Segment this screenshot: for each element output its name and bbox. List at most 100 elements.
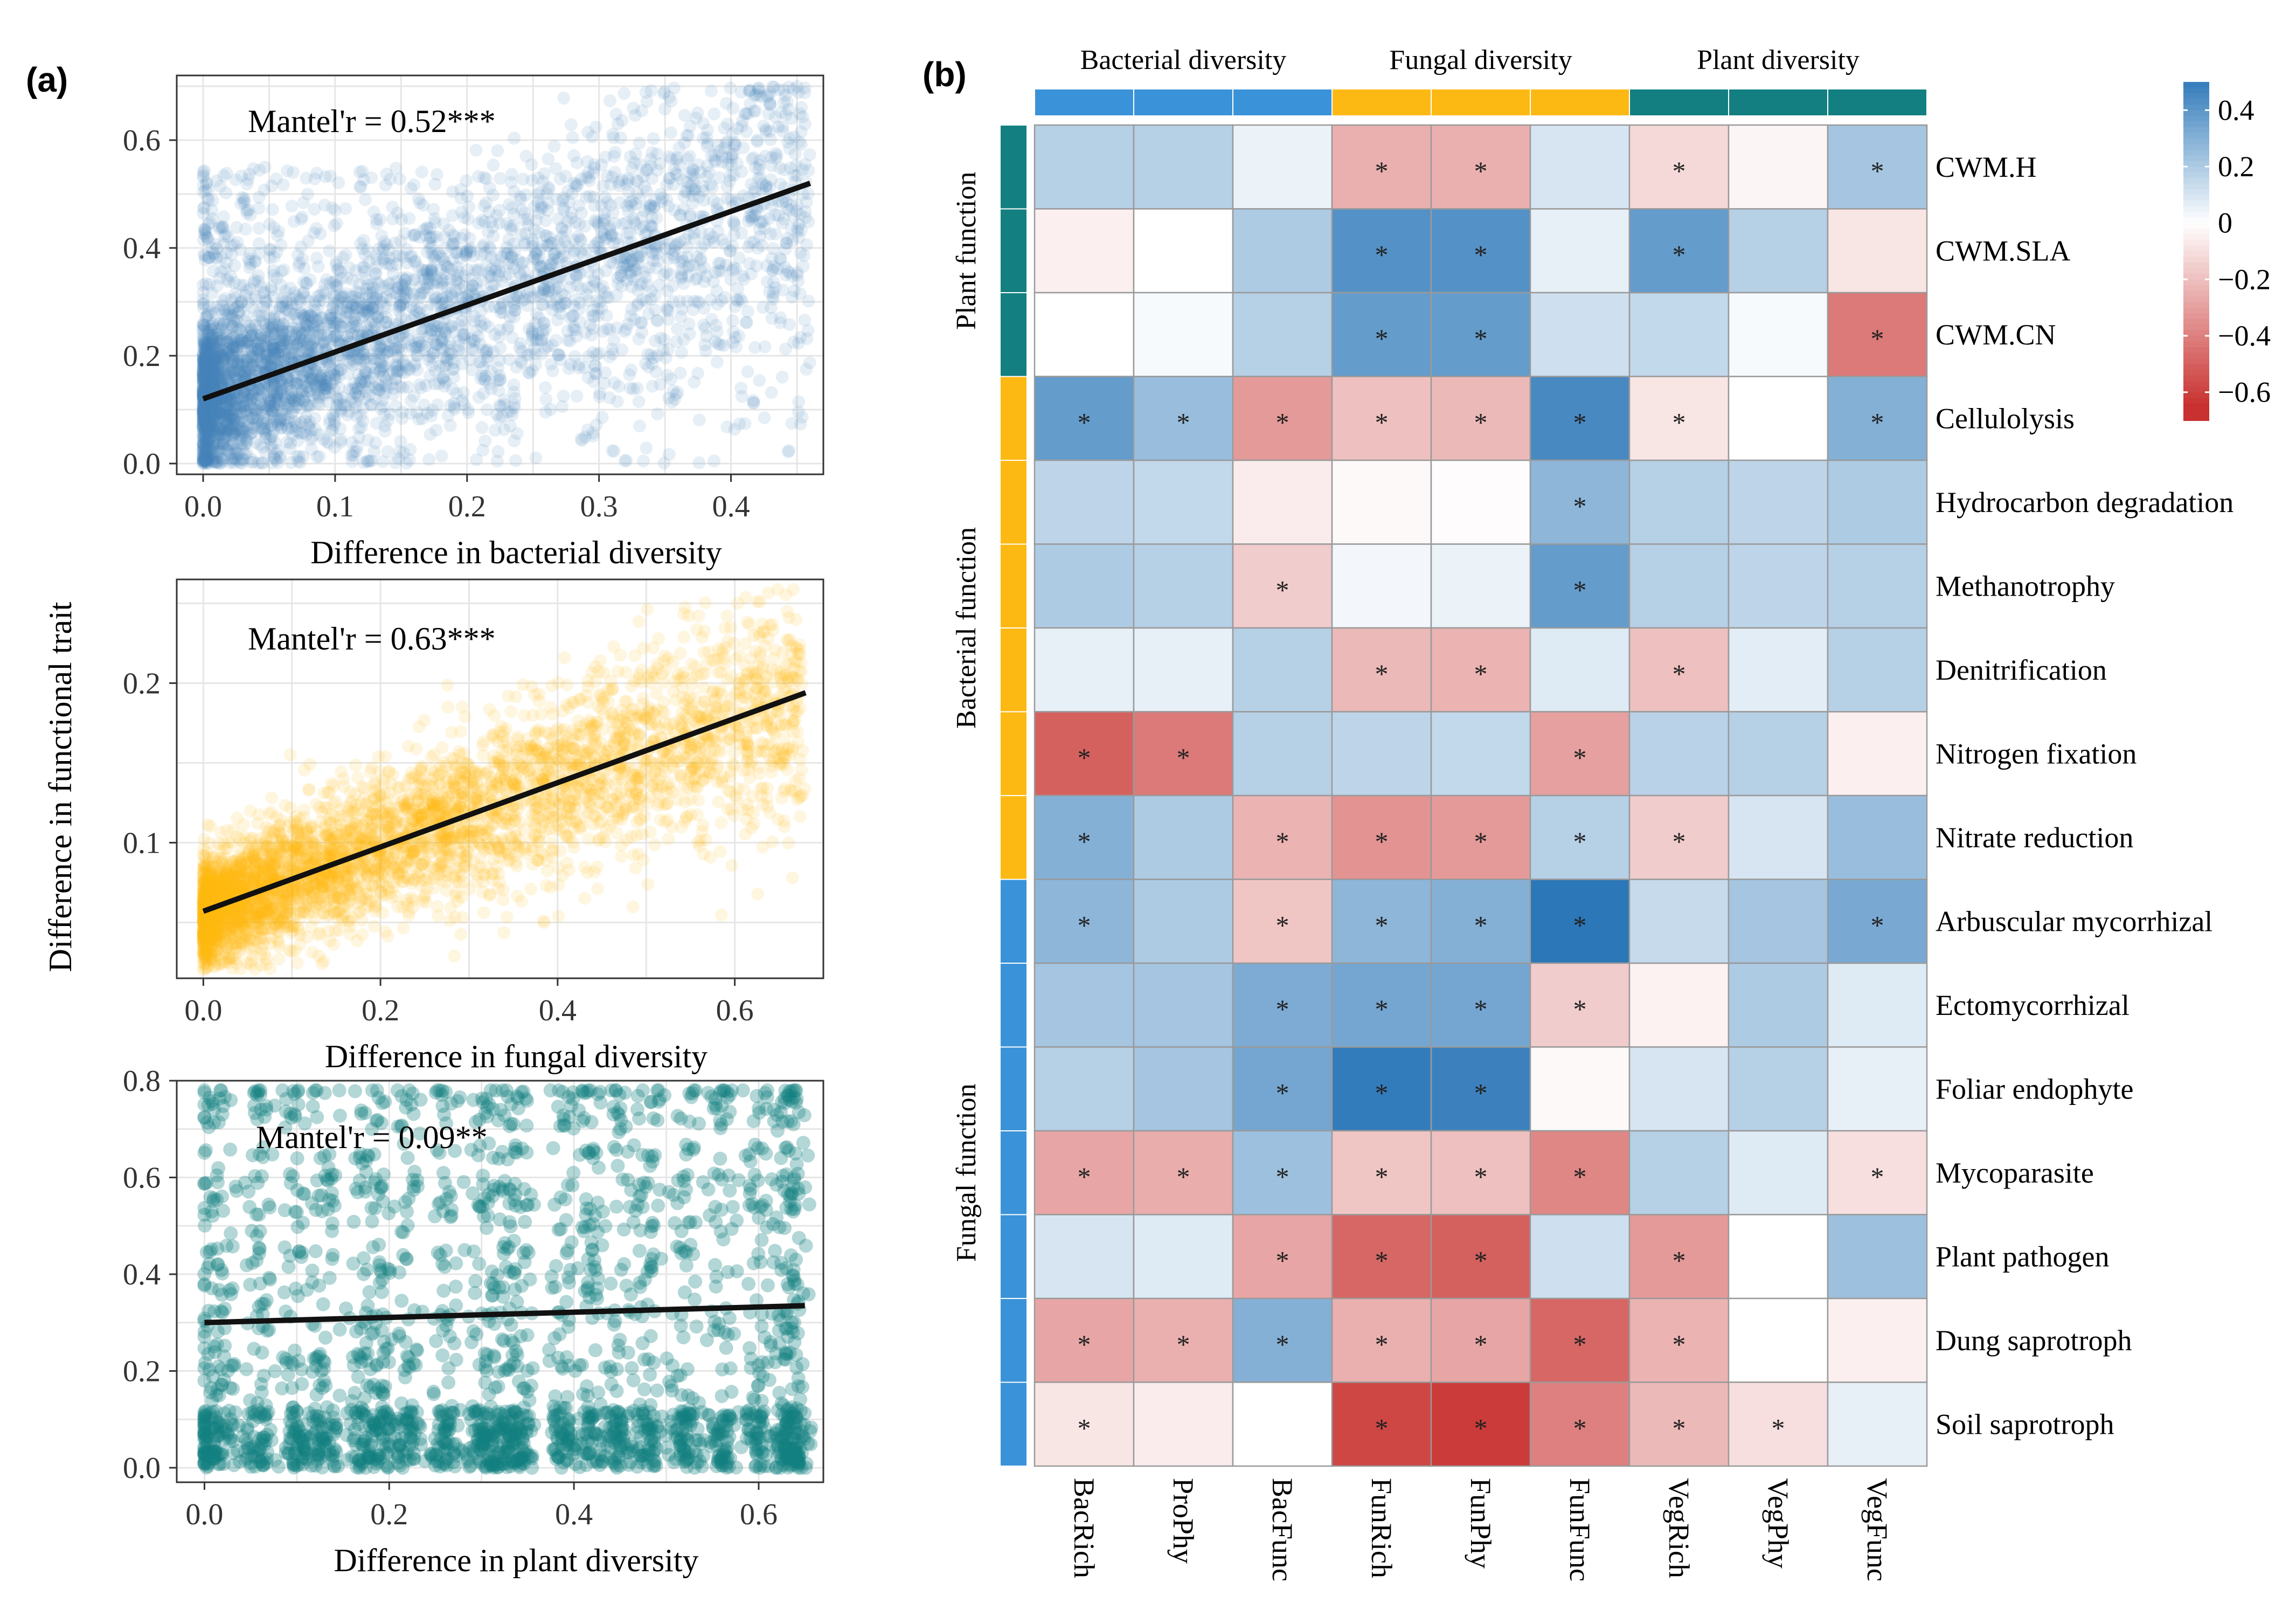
data-point [341,295,355,309]
data-point [202,325,216,338]
data-point [777,83,790,96]
data-point [407,389,421,403]
data-point [328,441,342,454]
data-point [287,215,301,229]
data-point [380,301,393,315]
data-point [361,455,374,468]
data-point [251,403,265,416]
data-point [350,445,363,458]
data-point [297,196,310,209]
data-point [790,266,804,279]
data-point [504,176,518,189]
data-point [376,342,389,356]
mantel-annotation: Mantel'r = 0.52*** [248,103,496,139]
data-point [779,243,792,256]
data-point [739,316,753,329]
data-point [248,342,261,355]
data-point [418,340,432,353]
data-point [581,155,594,168]
data-point [514,193,528,206]
data-point [220,328,233,342]
data-point [233,401,246,414]
data-point [334,436,348,449]
data-point [239,404,252,417]
data-point [211,413,224,426]
data-point [292,455,305,468]
data-point [237,364,251,378]
data-point [325,333,339,346]
data-point [227,407,241,420]
data-point [210,375,223,388]
data-point [204,371,217,384]
data-point [718,237,732,251]
data-point [426,261,439,275]
data-point [275,325,289,338]
data-point [327,363,341,377]
data-point [384,407,397,420]
data-point [671,386,684,399]
data-point [747,396,760,410]
data-point [524,291,537,304]
data-point [647,132,660,146]
data-point [410,305,423,318]
data-point [763,98,776,111]
data-point [450,261,464,274]
data-point [524,882,537,896]
data-point [219,186,233,199]
data-point [532,312,546,324]
data-point [567,176,581,190]
data-point [745,213,759,227]
data-point [689,112,703,125]
data-point [197,410,210,424]
data-point [668,81,681,95]
data-point [571,230,585,243]
data-point [774,316,787,329]
data-point [710,284,724,298]
data-point [588,199,601,212]
data-point [415,165,428,179]
data-point [207,368,221,381]
data-point [491,374,505,387]
data-point [475,421,489,434]
data-point [212,437,226,450]
data-point [628,156,641,170]
data-point [246,388,260,402]
data-point [611,395,624,408]
data-point [503,310,517,323]
data-point [430,338,443,352]
data-point [197,354,211,367]
data-point [207,412,220,425]
data-point [201,308,214,322]
data-point [705,313,718,326]
data-point [753,230,767,243]
data-point [618,87,631,100]
data-point [332,317,345,330]
data-point [197,349,210,363]
data-point [706,181,719,194]
data-point [748,89,761,102]
data-point [795,137,808,151]
data-point [686,303,700,316]
data-point [455,357,469,371]
data-point [272,346,285,360]
data-point [393,172,406,186]
data-point [604,229,618,243]
data-point [645,172,658,185]
data-point [643,219,657,232]
data-point [618,260,632,274]
data-point [661,284,674,298]
data-point [688,375,701,389]
data-point [629,197,643,211]
data-point [570,390,584,403]
data-point [780,201,794,215]
data-point [284,391,297,405]
data-point [583,174,596,188]
data-point [592,219,605,232]
data-point [265,179,278,192]
data-point [707,236,720,249]
data-point [259,318,273,331]
data-point [197,297,210,310]
data-point [356,414,370,427]
data-point [274,238,288,252]
data-point [440,260,454,274]
